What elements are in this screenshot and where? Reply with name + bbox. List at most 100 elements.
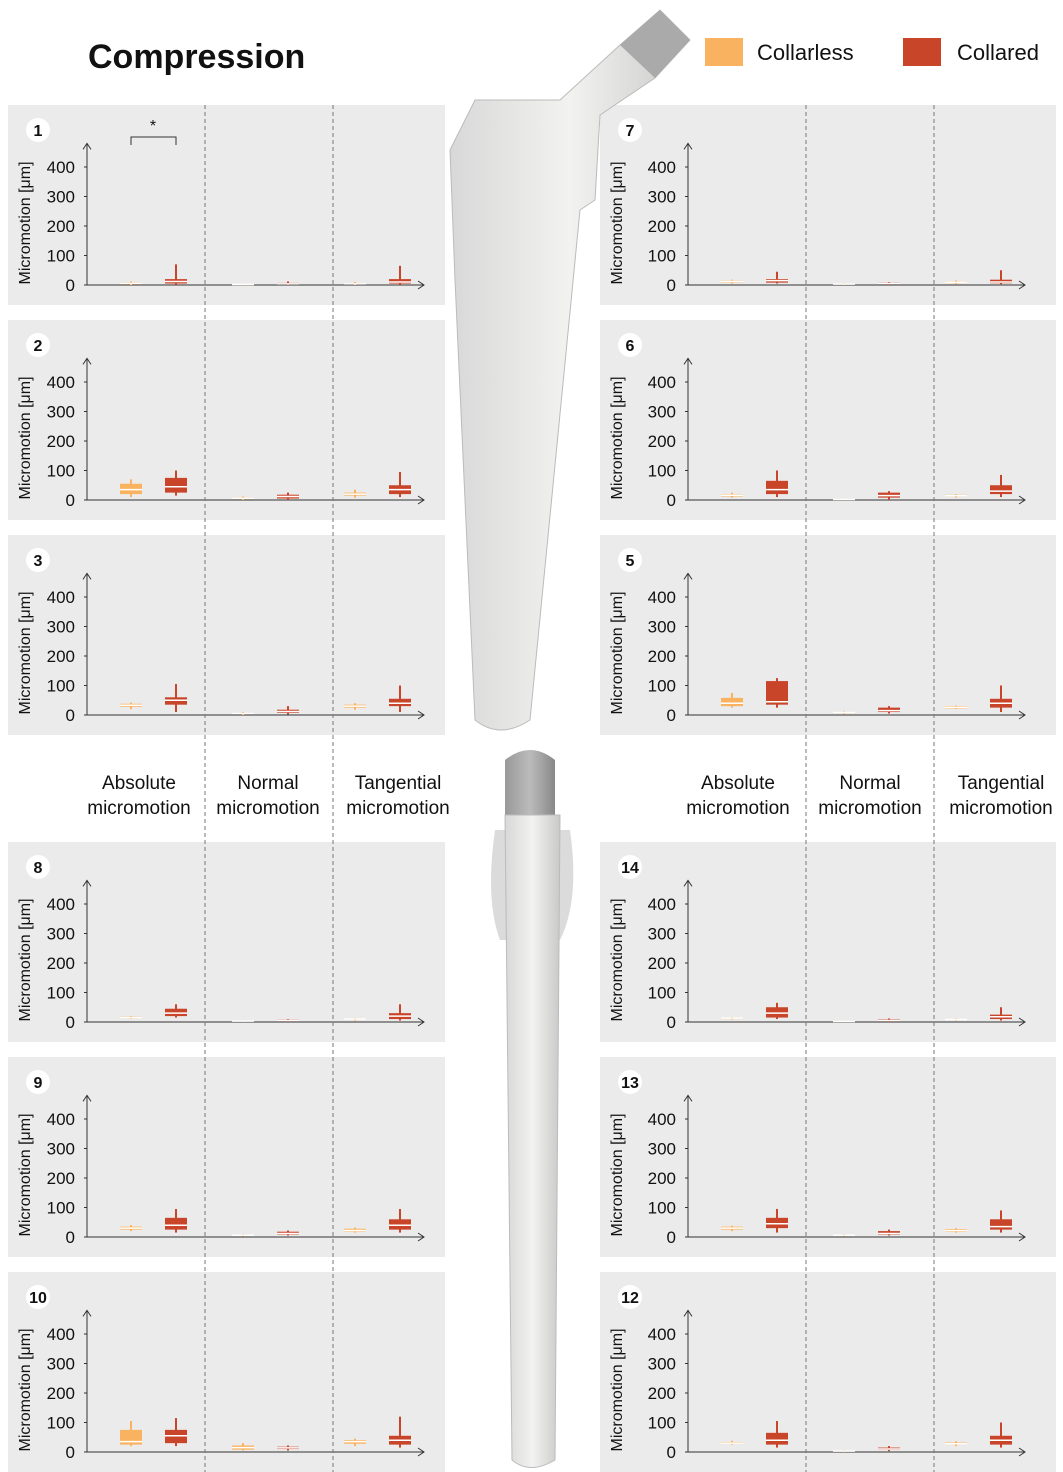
y-tick-label: 0 bbox=[66, 706, 75, 725]
y-tick-label: 200 bbox=[47, 647, 75, 666]
y-tick-label: 200 bbox=[648, 432, 676, 451]
y-tick-label: 0 bbox=[667, 1228, 676, 1247]
y-axis-label: Micromotion [μm] bbox=[17, 376, 34, 499]
y-tick-label: 100 bbox=[47, 1414, 75, 1433]
y-tick-label: 400 bbox=[47, 1325, 75, 1344]
y-tick-label: 300 bbox=[47, 1355, 75, 1374]
figure-title: Compression bbox=[88, 38, 305, 76]
y-tick-label: 200 bbox=[47, 1384, 75, 1403]
panel-number: 2 bbox=[34, 338, 43, 355]
y-tick-label: 400 bbox=[47, 588, 75, 607]
group-label: Tangential micromotion bbox=[941, 771, 1061, 821]
y-tick-label: 0 bbox=[667, 276, 676, 295]
y-tick-label: 100 bbox=[648, 1414, 676, 1433]
y-tick-label: 400 bbox=[47, 895, 75, 914]
y-tick-label: 200 bbox=[648, 217, 676, 236]
panel-number: 6 bbox=[626, 338, 635, 355]
box bbox=[165, 1218, 187, 1230]
y-tick-label: 400 bbox=[47, 158, 75, 177]
group-label: Absolute micromotion bbox=[79, 771, 199, 821]
y-tick-label: 400 bbox=[648, 373, 676, 392]
legend-swatch bbox=[903, 38, 941, 66]
y-tick-label: 300 bbox=[648, 618, 676, 637]
box bbox=[721, 698, 743, 706]
y-tick-label: 300 bbox=[47, 925, 75, 944]
y-tick-label: 100 bbox=[47, 677, 75, 696]
group-label: Normal micromotion bbox=[810, 771, 930, 821]
y-tick-label: 400 bbox=[648, 158, 676, 177]
y-tick-label: 300 bbox=[648, 925, 676, 944]
y-tick-label: 100 bbox=[648, 247, 676, 266]
y-tick-label: 400 bbox=[648, 588, 676, 607]
y-tick-label: 0 bbox=[667, 1443, 676, 1462]
panel-number: 1 bbox=[34, 123, 43, 140]
y-tick-label: 0 bbox=[66, 1443, 75, 1462]
y-tick-label: 0 bbox=[66, 1228, 75, 1247]
box bbox=[766, 1433, 788, 1445]
box bbox=[990, 485, 1012, 494]
y-axis-label: Micromotion [μm] bbox=[17, 161, 34, 284]
y-tick-label: 400 bbox=[47, 1110, 75, 1129]
y-axis-label: Micromotion [μm] bbox=[17, 591, 34, 714]
chart: Compression Collarless Collared 1 Micromo… bbox=[0, 0, 1063, 1472]
y-tick-label: 300 bbox=[648, 1355, 676, 1374]
y-tick-label: 200 bbox=[47, 1169, 75, 1188]
y-tick-label: 300 bbox=[648, 188, 676, 207]
y-tick-label: 0 bbox=[66, 491, 75, 510]
y-tick-label: 200 bbox=[648, 1384, 676, 1403]
y-tick-label: 0 bbox=[667, 491, 676, 510]
y-tick-label: 200 bbox=[47, 432, 75, 451]
y-tick-label: 300 bbox=[648, 1140, 676, 1159]
y-tick-label: 300 bbox=[47, 188, 75, 207]
y-tick-label: 200 bbox=[47, 217, 75, 236]
legend-swatch bbox=[705, 38, 743, 66]
panel-number: 3 bbox=[34, 553, 43, 570]
y-axis-label: Micromotion [μm] bbox=[609, 161, 626, 284]
y-axis-label: Micromotion [μm] bbox=[17, 1328, 34, 1451]
y-tick-label: 200 bbox=[648, 1169, 676, 1188]
y-tick-label: 300 bbox=[648, 403, 676, 422]
y-tick-label: 100 bbox=[648, 677, 676, 696]
y-tick-label: 400 bbox=[47, 373, 75, 392]
y-tick-label: 200 bbox=[47, 954, 75, 973]
y-tick-label: 100 bbox=[648, 1199, 676, 1218]
panel-number: 7 bbox=[626, 123, 635, 140]
y-axis-label: Micromotion [μm] bbox=[609, 376, 626, 499]
panel-number: 5 bbox=[626, 553, 635, 570]
legend-label: Collared bbox=[957, 40, 1039, 65]
y-tick-label: 200 bbox=[648, 954, 676, 973]
legend-label: Collarless bbox=[757, 40, 854, 65]
y-tick-label: 100 bbox=[47, 984, 75, 1003]
annotation: * bbox=[150, 118, 156, 135]
figure: Compression Collarless Collared 1 Micromo… bbox=[0, 0, 1063, 1472]
y-tick-label: 300 bbox=[47, 1140, 75, 1159]
panel-number: 10 bbox=[29, 1290, 47, 1307]
y-tick-label: 100 bbox=[47, 1199, 75, 1218]
y-tick-label: 300 bbox=[47, 618, 75, 637]
y-tick-label: 400 bbox=[648, 895, 676, 914]
y-axis-label: Micromotion [μm] bbox=[609, 898, 626, 1021]
y-tick-label: 0 bbox=[667, 1013, 676, 1032]
y-axis-label: Micromotion [μm] bbox=[609, 1328, 626, 1451]
y-tick-label: 400 bbox=[648, 1325, 676, 1344]
y-tick-label: 300 bbox=[47, 403, 75, 422]
panel-number: 13 bbox=[621, 1075, 639, 1092]
panel-number: 9 bbox=[34, 1075, 43, 1092]
y-axis-label: Micromotion [μm] bbox=[17, 1113, 34, 1236]
y-tick-label: 200 bbox=[648, 647, 676, 666]
panel-number: 12 bbox=[621, 1290, 639, 1307]
y-axis-label: Micromotion [μm] bbox=[609, 591, 626, 714]
y-tick-label: 400 bbox=[648, 1110, 676, 1129]
y-axis-label: Micromotion [μm] bbox=[17, 898, 34, 1021]
box bbox=[990, 1219, 1012, 1229]
y-tick-label: 100 bbox=[47, 247, 75, 266]
y-tick-label: 100 bbox=[47, 462, 75, 481]
y-tick-label: 0 bbox=[66, 1013, 75, 1032]
y-axis-label: Micromotion [μm] bbox=[609, 1113, 626, 1236]
box bbox=[766, 481, 788, 494]
panel-number: 8 bbox=[34, 860, 43, 877]
group-label: Normal micromotion bbox=[208, 771, 328, 821]
y-tick-label: 0 bbox=[667, 706, 676, 725]
y-tick-label: 100 bbox=[648, 984, 676, 1003]
group-label: Tangential micromotion bbox=[338, 771, 458, 821]
